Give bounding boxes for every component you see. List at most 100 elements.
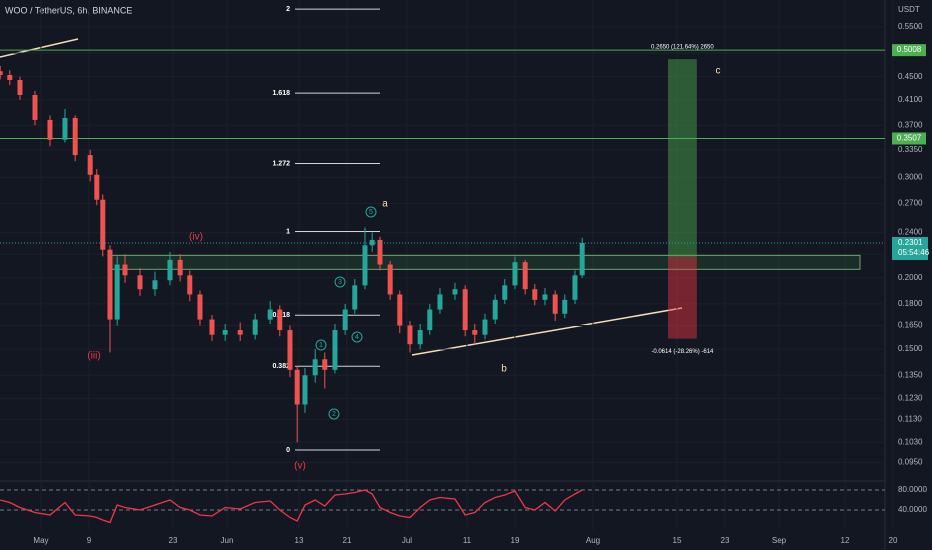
candle-body <box>437 294 443 310</box>
x-tick-label: 15 <box>673 536 682 545</box>
candle-body <box>552 294 558 314</box>
wave-label: b <box>501 364 507 375</box>
fib-label: 1.618 <box>272 90 290 97</box>
wave-label: (iv) <box>189 232 203 243</box>
candle-body <box>47 119 53 140</box>
candle-body <box>100 199 106 250</box>
candle-body <box>352 285 358 310</box>
candle-body <box>87 155 93 175</box>
y-tick-label: 0.1650 <box>898 321 923 330</box>
candle-body <box>572 275 578 300</box>
candle-body <box>222 330 228 335</box>
y-tick-label: 0.4100 <box>898 95 923 104</box>
wave-label: 1 <box>319 342 323 349</box>
wave-label: 2 <box>332 411 336 418</box>
candle-body <box>492 299 498 320</box>
countdown: 05:54:46 <box>898 248 930 257</box>
position-label: -0.0614 (-28.26%) -614 <box>651 349 714 355</box>
y-tick-label: 0.2700 <box>898 198 923 207</box>
candle-body <box>387 264 393 295</box>
candle-body <box>562 299 568 314</box>
y-tick-label: 0.5500 <box>898 22 923 31</box>
x-tick-label: 20 <box>889 536 898 545</box>
x-tick-label: 23 <box>721 536 730 545</box>
candle-body <box>187 275 193 295</box>
candle-body <box>0 71 3 76</box>
wave-label: (iii) <box>87 351 100 362</box>
position-target <box>667 59 697 257</box>
candle-body <box>94 174 100 200</box>
level-label: 0.5008 <box>897 45 922 54</box>
y-tick-label: 0.0950 <box>898 458 923 467</box>
candle-body <box>427 309 433 331</box>
x-tick-label: 11 <box>463 536 472 545</box>
candle-body <box>137 275 143 290</box>
oscillator-line <box>0 489 583 524</box>
candle-body <box>177 259 183 276</box>
osc-tick-label: 80.0000 <box>898 485 927 494</box>
wave-label: a <box>382 199 388 210</box>
y-tick-label: 0.1350 <box>898 370 923 379</box>
candle-body <box>114 264 120 320</box>
candle-body <box>397 294 403 326</box>
candle-body <box>332 330 338 370</box>
candle-body <box>252 319 258 335</box>
candle-body <box>452 289 458 295</box>
y-tick-label: 0.2400 <box>898 228 923 237</box>
wave-label: 4 <box>355 334 359 341</box>
candle-body <box>209 319 215 335</box>
candle-body <box>294 369 300 405</box>
x-tick-label: Aug <box>586 536 600 545</box>
position-label: 0.2650 (121.64%) 2650 <box>651 45 714 51</box>
x-tick-label: Jul <box>402 536 412 545</box>
y-tick-label: 0.3000 <box>898 172 923 181</box>
candle-body <box>72 117 78 156</box>
x-tick-label: 12 <box>841 536 850 545</box>
fib-label: 1.272 <box>272 160 290 167</box>
candle-body <box>122 264 128 276</box>
x-tick-label: 9 <box>87 536 92 545</box>
candle-body <box>167 259 173 281</box>
candle-body <box>7 75 13 80</box>
y-tick-label: 0.1130 <box>898 414 922 423</box>
y-tick-label: 0.4500 <box>898 72 923 81</box>
candle-body <box>542 294 548 300</box>
candle-body <box>267 309 273 320</box>
candle-body <box>522 262 528 290</box>
candle-body <box>482 319 488 335</box>
x-tick-label: Jun <box>221 536 234 545</box>
price-label: 0.2301 <box>898 238 923 247</box>
candle-body <box>322 359 328 370</box>
y-tick-label: 0.1230 <box>898 393 923 402</box>
candle-body <box>472 330 478 335</box>
candle-body <box>407 325 413 345</box>
y-tick-label: 0.2000 <box>898 273 923 282</box>
candle-body <box>17 79 23 95</box>
position-stop <box>667 256 697 339</box>
y-axis-label: USDT <box>898 5 920 14</box>
candle-body <box>377 239 383 265</box>
level-box <box>892 44 926 57</box>
y-tick-label: 0.1500 <box>898 344 923 353</box>
trend-line <box>411 307 683 356</box>
trend-line <box>0 38 79 58</box>
candle-body <box>32 94 38 120</box>
candle-body <box>302 375 308 405</box>
wave-circle <box>328 408 340 420</box>
fib-label: 0.382 <box>272 363 290 370</box>
wave-label: c <box>716 66 721 77</box>
price-box <box>892 237 928 261</box>
chart-title: WOO / TetherUS, 6h, BINANCE <box>5 5 132 15</box>
wave-label: (v) <box>294 461 306 472</box>
candle-body <box>277 309 283 331</box>
y-tick-label: 0.1800 <box>898 299 923 308</box>
candle-body <box>287 330 293 370</box>
wave-circle <box>334 276 346 288</box>
x-tick-label: Sep <box>772 536 787 545</box>
wave-circle <box>365 206 377 218</box>
fib-label: 0 <box>286 447 290 454</box>
candle-body <box>532 289 538 300</box>
x-tick-label: May <box>33 536 48 545</box>
candle-body <box>362 245 368 286</box>
